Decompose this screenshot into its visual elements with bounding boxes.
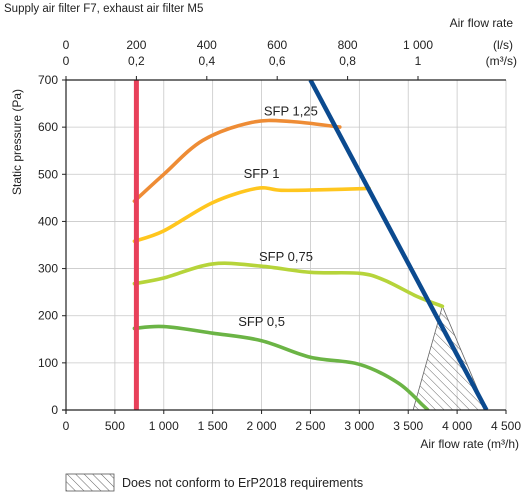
series-labels: SFP 1,25 SFP 1 SFP 0,75 SFP 0,5 xyxy=(238,103,318,329)
x-tick-label: 3 000 xyxy=(344,419,374,433)
top-tick-label-ls: 0 xyxy=(63,38,70,52)
hatched-area xyxy=(412,305,487,410)
top-tick-label-m3s: 0,6 xyxy=(269,54,286,68)
x-tick-label: 2 500 xyxy=(295,419,325,433)
top-tick-label-ls: 600 xyxy=(267,38,287,52)
x-tick-label: 0 xyxy=(63,419,70,433)
y-tick-label: 500 xyxy=(38,167,58,181)
legend-hatch-label: Does not conform to ErP2018 requirements xyxy=(122,476,363,490)
y-axis-label: Static pressure (Pa) xyxy=(10,89,24,195)
x-tick-label: 2 000 xyxy=(247,419,277,433)
y-tick-label: 200 xyxy=(38,309,58,323)
top-tick-label-ls: 400 xyxy=(197,38,217,52)
x-tick-label: 500 xyxy=(105,419,125,433)
x-tick-label: 4 500 xyxy=(491,419,521,433)
series-label: SFP 1 xyxy=(244,166,280,181)
top-tick-label-m3s: 0,4 xyxy=(198,54,215,68)
hatched-region xyxy=(412,305,487,410)
x-axis-label: Air flow rate (m³/h) xyxy=(420,437,519,451)
top-tick-label-m3s: 0,2 xyxy=(128,54,145,68)
top-tick-label-m3s: 0 xyxy=(63,54,70,68)
series-layer xyxy=(132,80,489,410)
top-tick-label-ls: 1 000 xyxy=(403,38,433,52)
y-tick-label: 600 xyxy=(38,120,58,134)
max-flow-line xyxy=(308,80,489,410)
y-tick-label: 300 xyxy=(38,262,58,276)
series-line xyxy=(132,186,371,243)
x-axis-ticks: 0 500 1 000 1 500 2 000 2 500 3 000 3 500 4 000 4… xyxy=(63,410,521,433)
x-tick-label: 1 000 xyxy=(149,419,179,433)
series-line xyxy=(132,261,445,309)
axes xyxy=(62,79,506,414)
y-tick-label: 100 xyxy=(38,356,58,370)
y-axis-ticks: 0 100 200 300 400 500 600 700 xyxy=(38,73,66,417)
series-label: SFP 1,25 xyxy=(264,103,318,118)
chart-title: Supply air filter F7, exhaust air filter… xyxy=(4,3,203,15)
x-tick-label: 1 500 xyxy=(198,419,228,433)
top-axis-m3s-ticks: 0 0,2 0,4 0,6 0,8 1 xyxy=(63,54,422,68)
y-tick-label: 0 xyxy=(51,403,58,417)
y-tick-label: 400 xyxy=(38,214,58,228)
top-tick-label-m3s: 1 xyxy=(415,54,422,68)
top-axis-title: Air flow rate xyxy=(450,16,514,30)
legend-hatch-swatch xyxy=(65,473,115,492)
x-tick-label: 3 500 xyxy=(393,419,423,433)
top-unit-ls: (l/s) xyxy=(493,38,513,52)
top-tick-label-ls: 800 xyxy=(338,38,358,52)
y-tick-label: 700 xyxy=(38,73,58,87)
series-label: SFP 0,75 xyxy=(259,249,313,264)
top-tick-label-m3s: 0,8 xyxy=(339,54,356,68)
series-label: SFP 0,5 xyxy=(238,314,285,329)
series-line xyxy=(132,324,430,410)
top-axis-ls-ticks: 0 200 400 600 800 1 000 xyxy=(63,38,433,80)
x-tick-label: 4 000 xyxy=(442,419,472,433)
top-unit-m3s: (m³/s) xyxy=(486,54,517,68)
top-tick-label-ls: 200 xyxy=(126,38,146,52)
series-line xyxy=(132,118,342,203)
